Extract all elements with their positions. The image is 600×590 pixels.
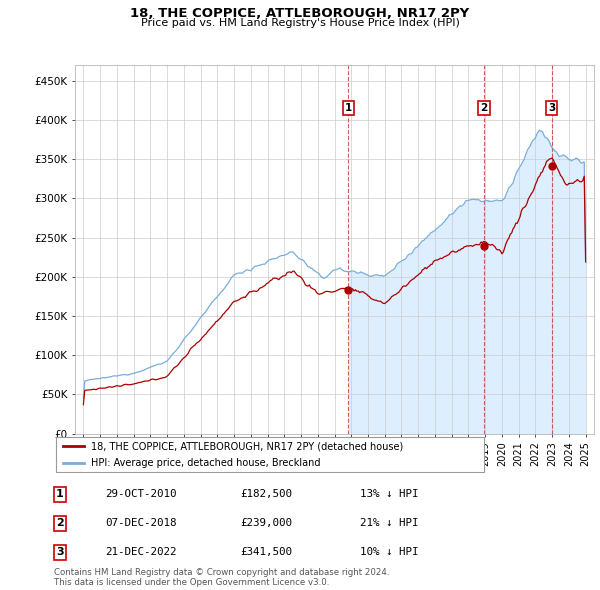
- Text: Price paid vs. HM Land Registry's House Price Index (HPI): Price paid vs. HM Land Registry's House …: [140, 18, 460, 28]
- FancyBboxPatch shape: [56, 437, 484, 472]
- Text: 29-OCT-2010: 29-OCT-2010: [105, 490, 176, 499]
- Text: 13% ↓ HPI: 13% ↓ HPI: [360, 490, 419, 499]
- Text: 21% ↓ HPI: 21% ↓ HPI: [360, 519, 419, 528]
- Text: 10% ↓ HPI: 10% ↓ HPI: [360, 548, 419, 557]
- Text: 18, THE COPPICE, ATTLEBOROUGH, NR17 2PY: 18, THE COPPICE, ATTLEBOROUGH, NR17 2PY: [130, 7, 470, 20]
- Text: 1: 1: [345, 103, 352, 113]
- Text: £341,500: £341,500: [240, 548, 292, 557]
- Text: 2: 2: [56, 519, 64, 528]
- Text: £239,000: £239,000: [240, 519, 292, 528]
- Text: 07-DEC-2018: 07-DEC-2018: [105, 519, 176, 528]
- Text: 3: 3: [548, 103, 555, 113]
- Text: 18, THE COPPICE, ATTLEBOROUGH, NR17 2PY (detached house): 18, THE COPPICE, ATTLEBOROUGH, NR17 2PY …: [91, 441, 403, 451]
- Text: HPI: Average price, detached house, Breckland: HPI: Average price, detached house, Brec…: [91, 458, 320, 468]
- Text: This data is licensed under the Open Government Licence v3.0.: This data is licensed under the Open Gov…: [54, 578, 329, 587]
- Text: 21-DEC-2022: 21-DEC-2022: [105, 548, 176, 557]
- Text: 1: 1: [56, 490, 64, 499]
- Text: £182,500: £182,500: [240, 490, 292, 499]
- Text: Contains HM Land Registry data © Crown copyright and database right 2024.: Contains HM Land Registry data © Crown c…: [54, 568, 389, 577]
- Text: 2: 2: [480, 103, 487, 113]
- Text: 3: 3: [56, 548, 64, 557]
